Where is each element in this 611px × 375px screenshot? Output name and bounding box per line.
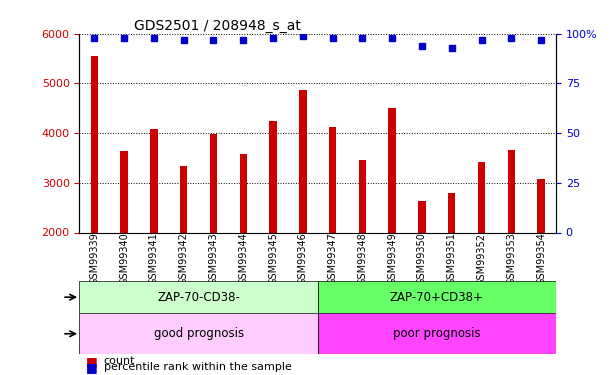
- Text: GSM99348: GSM99348: [357, 232, 367, 285]
- Text: ZAP-70-CD38-: ZAP-70-CD38-: [157, 291, 240, 304]
- Text: GSM99344: GSM99344: [238, 232, 248, 285]
- Text: good prognosis: good prognosis: [153, 327, 244, 340]
- Text: GSM99349: GSM99349: [387, 232, 397, 285]
- Bar: [329, 127, 336, 232]
- Text: GSM99350: GSM99350: [417, 232, 427, 285]
- Bar: [508, 150, 515, 232]
- Text: GSM99343: GSM99343: [208, 232, 219, 285]
- Text: GSM99351: GSM99351: [447, 232, 457, 285]
- Text: poor prognosis: poor prognosis: [393, 327, 481, 340]
- Text: GSM99353: GSM99353: [507, 232, 516, 285]
- Bar: [318, 281, 556, 313]
- Bar: [150, 129, 158, 232]
- Text: GSM99346: GSM99346: [298, 232, 308, 285]
- Bar: [389, 108, 396, 232]
- Text: ZAP-70+CD38+: ZAP-70+CD38+: [390, 291, 484, 304]
- Text: percentile rank within the sample: percentile rank within the sample: [104, 363, 291, 372]
- Text: GSM99352: GSM99352: [477, 232, 486, 285]
- Text: GSM99347: GSM99347: [327, 232, 338, 285]
- Bar: [79, 313, 318, 354]
- Bar: [448, 193, 455, 232]
- Text: ■: ■: [86, 361, 97, 374]
- Bar: [419, 201, 426, 232]
- Bar: [299, 90, 307, 232]
- Bar: [478, 162, 485, 232]
- Bar: [240, 154, 247, 232]
- Bar: [359, 160, 366, 232]
- Text: GDS2501 / 208948_s_at: GDS2501 / 208948_s_at: [134, 19, 301, 33]
- Text: count: count: [104, 356, 136, 366]
- Bar: [538, 179, 545, 232]
- Bar: [120, 150, 128, 232]
- Bar: [269, 121, 277, 232]
- Text: GSM99354: GSM99354: [536, 232, 546, 285]
- Text: GSM99340: GSM99340: [119, 232, 129, 285]
- Bar: [210, 134, 217, 232]
- Text: ■: ■: [86, 355, 97, 368]
- Bar: [318, 313, 556, 354]
- Text: GSM99345: GSM99345: [268, 232, 278, 285]
- Bar: [180, 166, 188, 232]
- Text: GSM99341: GSM99341: [149, 232, 159, 285]
- Text: GSM99342: GSM99342: [178, 232, 189, 285]
- Bar: [90, 56, 98, 232]
- Text: GSM99339: GSM99339: [89, 232, 100, 285]
- Bar: [79, 281, 318, 313]
